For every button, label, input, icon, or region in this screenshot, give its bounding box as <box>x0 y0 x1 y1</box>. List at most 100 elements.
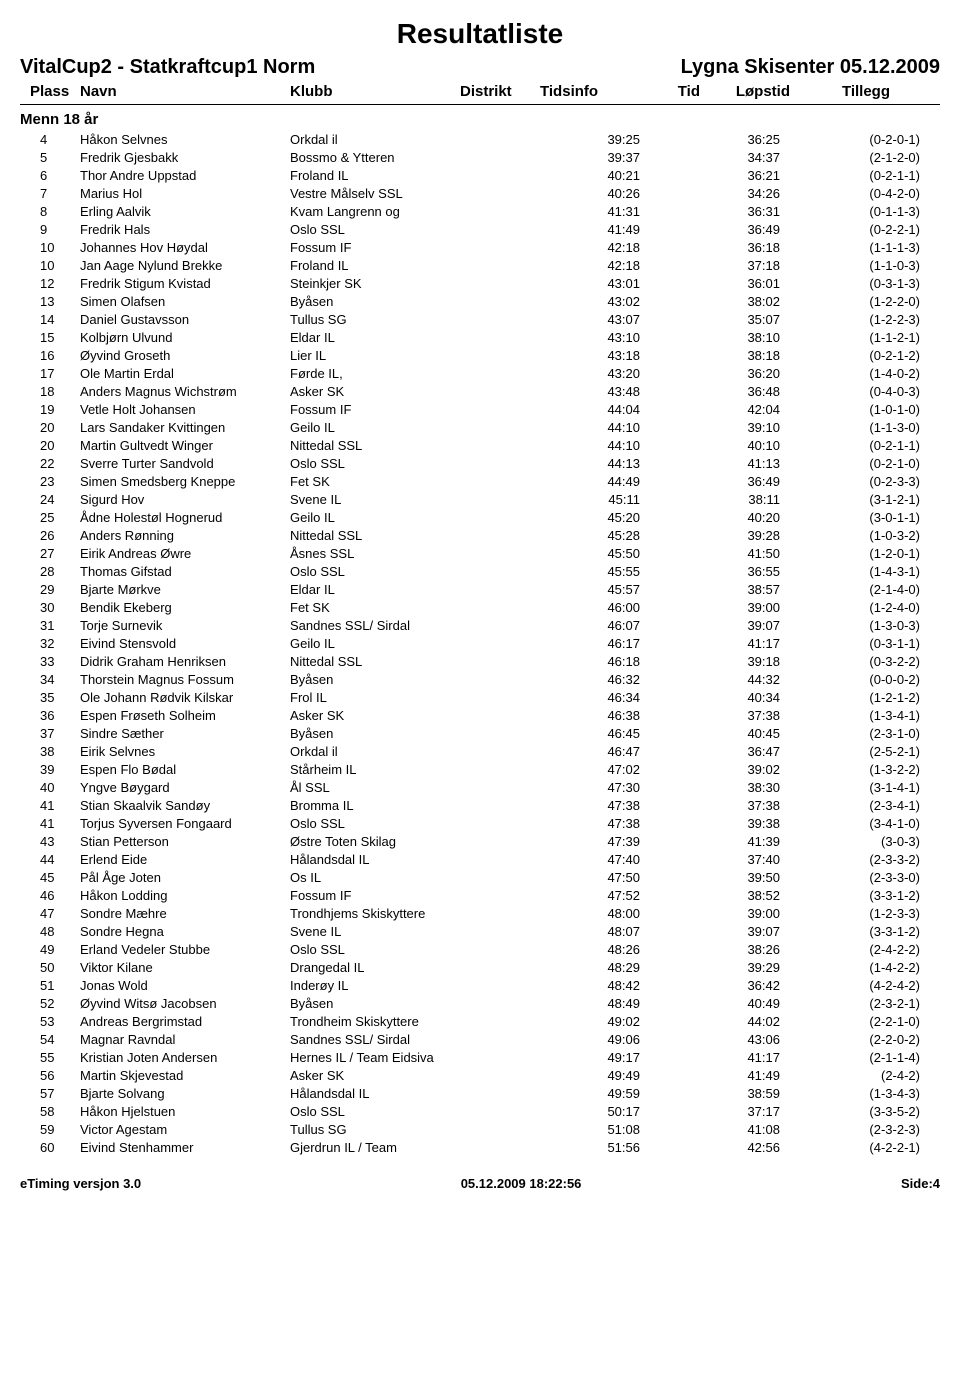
cell-lopstid: 37:38 <box>650 708 790 723</box>
cell-plass: 25 <box>40 510 80 525</box>
cell-tillegg: (1-0-3-2) <box>790 528 920 543</box>
col-distrikt: Distrikt <box>460 83 540 100</box>
cell-tillegg: (4-2-2-1) <box>790 1140 920 1155</box>
footer-left: eTiming versjon 3.0 <box>20 1176 141 1191</box>
cell-tillegg: (2-4-2) <box>790 1068 920 1083</box>
cell-tid: 46:17 <box>510 636 650 651</box>
result-row: 50Viktor KilaneDrangedal IL48:2939:29(1-… <box>20 958 940 976</box>
cell-klubb: Inderøy IL <box>290 978 510 993</box>
cell-klubb: Kvam Langrenn og <box>290 204 510 219</box>
result-row: 38Eirik SelvnesOrkdal il46:4736:47(2-5-2… <box>20 742 940 760</box>
result-row: 26Anders RønningNittedal SSL45:2839:28(1… <box>20 526 940 544</box>
result-row: 46Håkon LoddingFossum IF47:5238:52(3-3-1… <box>20 886 940 904</box>
cell-lopstid: 44:02 <box>650 1014 790 1029</box>
cell-lopstid: 37:38 <box>650 798 790 813</box>
cell-klubb: Geilo IL <box>290 510 510 525</box>
cell-navn: Yngve Bøygard <box>80 780 290 795</box>
cell-klubb: Oslo SSL <box>290 564 510 579</box>
result-row: 59Victor AgestamTullus SG51:0841:08(2-3-… <box>20 1120 940 1138</box>
cell-tid: 43:48 <box>510 384 650 399</box>
cell-lopstid: 39:07 <box>650 924 790 939</box>
cell-klubb: Åsnes SSL <box>290 546 510 561</box>
cell-plass: 8 <box>40 204 80 219</box>
cell-lopstid: 37:17 <box>650 1104 790 1119</box>
cell-tid: 47:39 <box>510 834 650 849</box>
result-row: 57Bjarte SolvangHålandsdal IL49:5938:59(… <box>20 1084 940 1102</box>
cell-navn: Simen Olafsen <box>80 294 290 309</box>
cell-lopstid: 39:29 <box>650 960 790 975</box>
cell-tillegg: (2-3-4-1) <box>790 798 920 813</box>
footer-right: Side:4 <box>901 1176 940 1191</box>
result-row: 10Jan Aage Nylund BrekkeFroland IL42:183… <box>20 256 940 274</box>
cell-navn: Didrik Graham Henriksen <box>80 654 290 669</box>
cell-tillegg: (3-3-1-2) <box>790 888 920 903</box>
cell-tillegg: (0-0-0-2) <box>790 672 920 687</box>
cell-plass: 30 <box>40 600 80 615</box>
cell-plass: 31 <box>40 618 80 633</box>
cell-navn: Fredrik Stigum Kvistad <box>80 276 290 291</box>
cell-klubb: Geilo IL <box>290 636 510 651</box>
col-plass: Plass <box>30 83 80 100</box>
cell-plass: 12 <box>40 276 80 291</box>
column-headers: Plass Navn Klubb Distrikt Tidsinfo Tid L… <box>20 81 940 105</box>
cell-navn: Torjus Syversen Fongaard <box>80 816 290 831</box>
cell-plass: 46 <box>40 888 80 903</box>
cell-klubb: Froland IL <box>290 168 510 183</box>
cell-klubb: Sandnes SSL/ Sirdal <box>290 618 510 633</box>
cell-navn: Anders Rønning <box>80 528 290 543</box>
cell-navn: Martin Gultvedt Winger <box>80 438 290 453</box>
cell-navn: Ole Martin Erdal <box>80 366 290 381</box>
cell-plass: 56 <box>40 1068 80 1083</box>
cell-tillegg: (0-3-2-2) <box>790 654 920 669</box>
cell-navn: Anders Magnus Wichstrøm <box>80 384 290 399</box>
cell-tillegg: (3-3-5-2) <box>790 1104 920 1119</box>
cell-tid: 42:18 <box>510 240 650 255</box>
result-row: 8Erling AalvikKvam Langrenn og41:3136:31… <box>20 202 940 220</box>
cell-tid: 41:49 <box>510 222 650 237</box>
cell-klubb: Fet SK <box>290 600 510 615</box>
cell-plass: 37 <box>40 726 80 741</box>
cell-lopstid: 39:07 <box>650 618 790 633</box>
cell-tillegg: (1-0-1-0) <box>790 402 920 417</box>
cell-plass: 10 <box>40 240 80 255</box>
cell-lopstid: 36:18 <box>650 240 790 255</box>
cell-tillegg: (1-3-2-2) <box>790 762 920 777</box>
cell-plass: 18 <box>40 384 80 399</box>
cell-plass: 10 <box>40 258 80 273</box>
cell-lopstid: 36:21 <box>650 168 790 183</box>
result-row: 55Kristian Joten AndersenHernes IL / Tea… <box>20 1048 940 1066</box>
cell-navn: Jan Aage Nylund Brekke <box>80 258 290 273</box>
result-row: 20Martin Gultvedt WingerNittedal SSL44:1… <box>20 436 940 454</box>
result-row: 30Bendik EkebergFet SK46:0039:00(1-2-4-0… <box>20 598 940 616</box>
cell-klubb: Fossum IF <box>290 888 510 903</box>
cell-tid: 43:07 <box>510 312 650 327</box>
cell-klubb: Vestre Målselv SSL <box>290 186 510 201</box>
cell-klubb: Lier IL <box>290 348 510 363</box>
cell-klubb: Oslo SSL <box>290 1104 510 1119</box>
cell-lopstid: 38:18 <box>650 348 790 363</box>
event-name-right: Lygna Skisenter 05.12.2009 <box>681 56 940 79</box>
cell-navn: Erland Vedeler Stubbe <box>80 942 290 957</box>
cell-tillegg: (0-2-0-1) <box>790 132 920 147</box>
cell-navn: Øyvind Groseth <box>80 348 290 363</box>
result-row: 15Kolbjørn UlvundEldar IL43:1038:10(1-1-… <box>20 328 940 346</box>
results-body: 4Håkon SelvnesOrkdal il39:2536:25(0-2-0-… <box>20 130 940 1156</box>
cell-navn: Daniel Gustavsson <box>80 312 290 327</box>
cell-plass: 53 <box>40 1014 80 1029</box>
cell-tillegg: (0-3-1-1) <box>790 636 920 651</box>
cell-plass: 28 <box>40 564 80 579</box>
cell-navn: Erlend Eide <box>80 852 290 867</box>
cell-plass: 49 <box>40 942 80 957</box>
cell-klubb: Geilo IL <box>290 420 510 435</box>
cell-tillegg: (2-5-2-1) <box>790 744 920 759</box>
cell-lopstid: 37:40 <box>650 852 790 867</box>
cell-klubb: Østre Toten Skilag <box>290 834 510 849</box>
cell-lopstid: 39:00 <box>650 906 790 921</box>
cell-navn: Sondre Hegna <box>80 924 290 939</box>
cell-plass: 7 <box>40 186 80 201</box>
result-row: 53Andreas BergrimstadTrondheim Skiskytte… <box>20 1012 940 1030</box>
cell-tid: 42:18 <box>510 258 650 273</box>
cell-tid: 49:17 <box>510 1050 650 1065</box>
cell-tid: 51:56 <box>510 1140 650 1155</box>
cell-tid: 40:26 <box>510 186 650 201</box>
